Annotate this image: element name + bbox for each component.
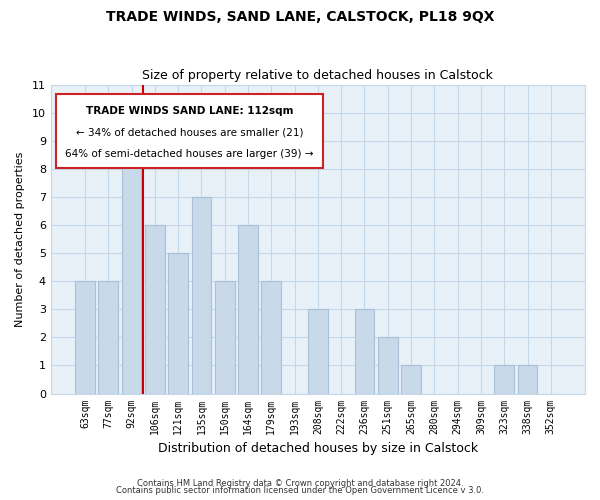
Bar [168, 253, 188, 394]
Bar [355, 310, 374, 394]
Bar [401, 366, 421, 394]
Bar [238, 225, 258, 394]
Bar [378, 338, 398, 394]
Text: TRADE WINDS, SAND LANE, CALSTOCK, PL18 9QX: TRADE WINDS, SAND LANE, CALSTOCK, PL18 9… [106, 10, 494, 24]
Bar [191, 197, 211, 394]
Bar [215, 281, 235, 394]
Bar [308, 310, 328, 394]
Text: Contains public sector information licensed under the Open Government Licence v : Contains public sector information licen… [116, 486, 484, 495]
X-axis label: Distribution of detached houses by size in Calstock: Distribution of detached houses by size … [158, 442, 478, 455]
Text: 64% of semi-detached houses are larger (39) →: 64% of semi-detached houses are larger (… [65, 150, 314, 160]
Bar [145, 225, 165, 394]
Text: TRADE WINDS SAND LANE: 112sqm: TRADE WINDS SAND LANE: 112sqm [86, 106, 293, 116]
Y-axis label: Number of detached properties: Number of detached properties [15, 152, 25, 326]
Bar [518, 366, 538, 394]
Bar [122, 140, 142, 394]
Bar [98, 281, 118, 394]
Bar [75, 281, 95, 394]
Bar [262, 281, 281, 394]
FancyBboxPatch shape [56, 94, 323, 168]
Text: ← 34% of detached houses are smaller (21): ← 34% of detached houses are smaller (21… [76, 128, 304, 138]
Text: Contains HM Land Registry data © Crown copyright and database right 2024.: Contains HM Land Registry data © Crown c… [137, 478, 463, 488]
Title: Size of property relative to detached houses in Calstock: Size of property relative to detached ho… [142, 69, 493, 82]
Bar [494, 366, 514, 394]
